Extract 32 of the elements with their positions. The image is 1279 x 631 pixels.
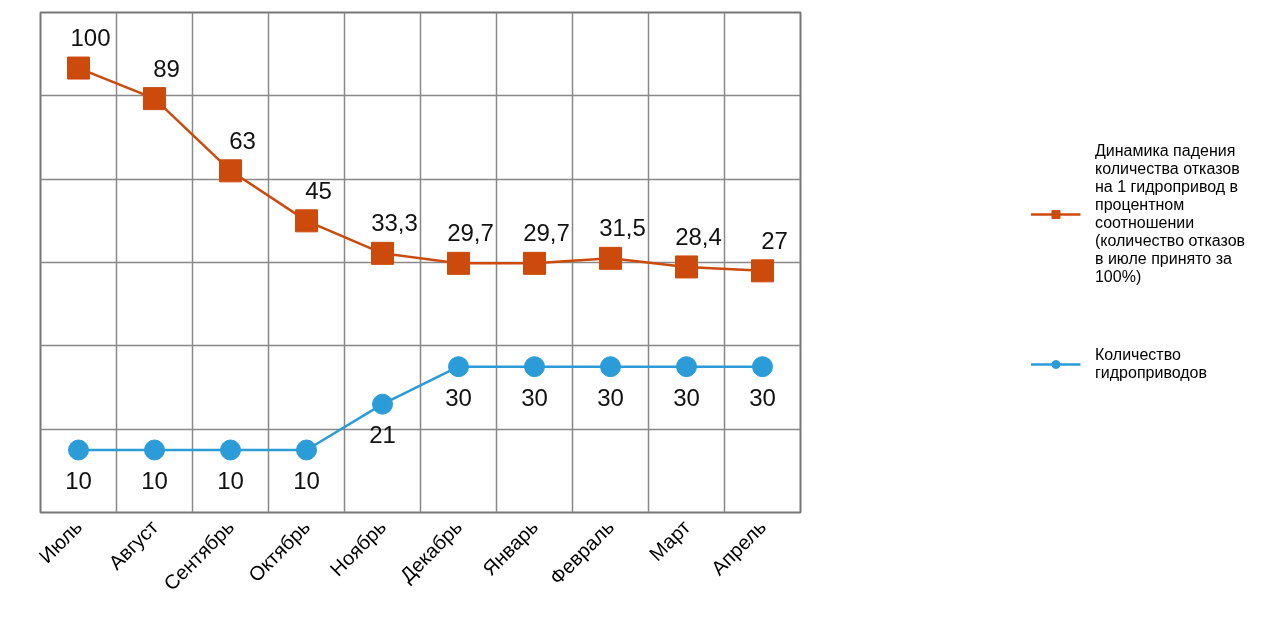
point — [523, 251, 546, 275]
point — [67, 56, 90, 80]
data-label: 10 — [65, 467, 92, 494]
legend-label: Количество гидроприводов — [1094, 346, 1207, 382]
data-label: 30 — [749, 383, 776, 411]
data-label: 33,3 — [371, 209, 418, 237]
data-label: 100 — [70, 24, 111, 52]
data-label: 63 — [229, 126, 256, 154]
data-label: 27 — [761, 226, 788, 254]
point — [371, 241, 394, 265]
data-label: 28,4 — [675, 222, 722, 250]
point — [751, 259, 774, 283]
point — [219, 159, 242, 183]
data-label: 21 — [369, 421, 396, 449]
legend-label: Динамика падения количества отказов на 1 гидропривод в процентном соотношении (количество отказов в июле принято за 100%) — [1094, 142, 1246, 286]
data-label: 29,7 — [523, 219, 570, 247]
point — [675, 255, 698, 279]
data-label: 30 — [445, 383, 472, 411]
data-label: 31,5 — [599, 214, 646, 242]
data-label: 45 — [305, 176, 332, 204]
point — [447, 251, 470, 275]
point — [143, 87, 166, 111]
point — [599, 246, 622, 270]
point — [295, 209, 318, 233]
data-label: 10 — [141, 467, 168, 494]
data-label: 10 — [217, 467, 244, 494]
data-label: 10 — [293, 467, 320, 494]
data-label: 30 — [521, 383, 548, 411]
data-label: 30 — [673, 383, 700, 411]
data-label: 89 — [153, 54, 180, 82]
data-label: 29,7 — [447, 219, 494, 247]
data-label: 30 — [597, 383, 624, 411]
